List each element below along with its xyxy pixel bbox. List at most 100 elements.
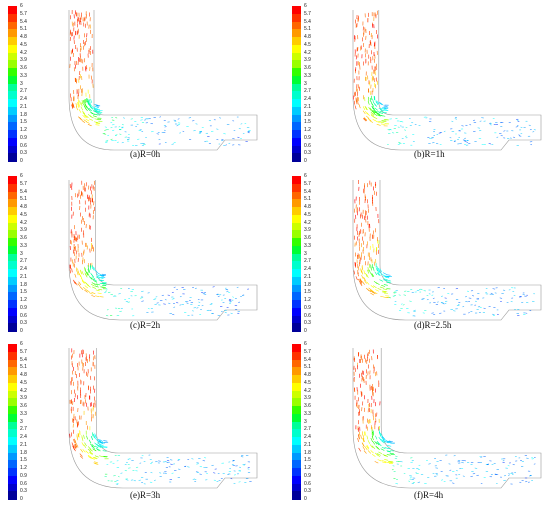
velocity-vector	[375, 445, 379, 449]
velocity-vector	[366, 444, 370, 449]
colorbar-tick-label: 4.2	[20, 387, 27, 394]
colorbar-cell	[8, 421, 17, 430]
velocity-vector	[384, 447, 389, 449]
colorbar-cell	[8, 491, 17, 500]
velocity-vector	[381, 437, 385, 441]
velocity-vector	[372, 98, 374, 103]
velocity-vector	[83, 100, 85, 105]
velocity-vector	[83, 444, 87, 449]
velocity-vector	[78, 433, 80, 438]
colorbar-tick-label: 1.2	[304, 127, 311, 133]
velocity-vector	[366, 281, 370, 285]
velocity-vector	[87, 114, 92, 117]
velocity-vector	[75, 106, 79, 111]
colorbar-tick-label: 2.7	[304, 258, 311, 265]
colorbar-tick-label: 1.5	[20, 289, 27, 296]
velocity-vector	[353, 100, 356, 105]
colorbar-cell	[8, 99, 17, 108]
colorbar-tick-label: 2.1	[304, 273, 311, 280]
panel-caption: (a)R=0h	[130, 149, 161, 159]
colorbar-tick-label: 0.9	[20, 134, 27, 141]
velocity-vector	[85, 271, 89, 276]
flow-panel: 6 5.7 5.4 5.1 4.8 4.5 4.2 3.9 3.6 3.3 3 2.7 2.4 2.1 1.…	[286, 340, 550, 508]
velocity-vector	[84, 268, 87, 273]
velocity-vector	[373, 285, 377, 289]
velocity-vector	[386, 451, 391, 453]
velocity-vector	[376, 112, 381, 115]
velocity-vector	[97, 438, 102, 442]
colorbar-tick-label: 0.6	[304, 480, 311, 487]
velocity-vector	[382, 272, 387, 275]
velocity-vector	[364, 280, 367, 284]
colorbar-tick-label: 5.7	[304, 180, 311, 187]
panel-caption: (f)R=4h	[414, 490, 444, 500]
colorbar-cell	[292, 483, 301, 492]
velocity-vector	[375, 289, 379, 292]
velocity-vector	[368, 107, 372, 111]
colorbar-tick-label: 4.5	[304, 379, 311, 386]
velocity-vector	[384, 275, 390, 278]
velocity-vector	[82, 110, 86, 115]
colorbar-cell	[292, 460, 301, 469]
colorbar-cell	[292, 137, 301, 146]
colorbar-tick-label: 0	[304, 158, 307, 164]
velocity-vector	[93, 267, 96, 272]
velocity-vector	[377, 459, 382, 462]
colorbar-tick-label: 0.6	[20, 142, 27, 149]
colorbar-cell	[292, 375, 301, 384]
colorbar-tick-label: 0.6	[304, 142, 311, 149]
velocity-vector	[72, 103, 75, 108]
colorbar-cell	[8, 29, 17, 38]
flow-panel: 6 5.7 5.4 5.1 4.8 4.5 4.2 3.9 3.6 3.3 3 2.7 2.4 2.1 1.…	[286, 2, 550, 170]
colorbar-cell	[292, 122, 301, 131]
colorbar-cell	[292, 230, 301, 239]
velocity-vector	[367, 267, 369, 272]
velocity-vector	[92, 115, 97, 118]
colorbar-cell	[8, 452, 17, 461]
velocity-vector	[382, 436, 386, 441]
velocity-vector	[370, 290, 374, 294]
velocity-vector	[377, 288, 382, 291]
velocity-vector	[80, 448, 84, 453]
colorbar-cell	[292, 183, 301, 192]
velocity-vector	[89, 448, 93, 452]
velocity-vector	[84, 104, 87, 108]
colorbar-tick-label: 3.3	[20, 242, 27, 249]
colorbar-tick-label: 0	[20, 496, 23, 502]
colorbar-cell	[8, 300, 17, 309]
velocity-vector	[93, 278, 98, 282]
velocity-vector	[357, 270, 359, 275]
velocity-vector	[363, 117, 368, 121]
velocity-vector	[370, 292, 375, 296]
velocity-vector	[386, 450, 391, 452]
velocity-vector	[367, 450, 372, 454]
velocity-vector-field	[352, 10, 542, 151]
colorbar-cell	[8, 468, 17, 477]
velocity-vector	[99, 444, 104, 446]
colorbar-tick-label: 3.9	[304, 227, 311, 234]
velocity-vector	[79, 100, 81, 105]
colorbar-tick-label: 6	[304, 341, 307, 347]
colorbar-cell	[292, 68, 301, 77]
velocity-vector	[71, 103, 74, 108]
velocity-vector	[366, 112, 370, 116]
colorbar-cell	[292, 60, 301, 69]
colorbar-cell	[8, 44, 17, 53]
colorbar-cell	[8, 429, 17, 438]
velocity-vector	[387, 440, 392, 443]
channel-outline	[352, 180, 542, 321]
velocity-vector	[357, 433, 360, 438]
velocity-vector	[73, 439, 75, 444]
velocity-vector	[388, 440, 393, 442]
colorbar	[8, 176, 17, 332]
panel-caption: (e)R=3h	[130, 490, 161, 500]
velocity-vector	[75, 267, 78, 272]
velocity-vector	[93, 108, 97, 111]
velocity-vector	[94, 433, 97, 438]
colorbar-tick-label: 3	[304, 80, 307, 87]
flow-panel: 6 5.7 5.4 5.1 4.8 4.5 4.2 3.9 3.6 3.3 3 2.7 2.4 2.1 1.…	[2, 172, 272, 340]
velocity-vector	[94, 461, 99, 464]
velocity-vector	[84, 99, 87, 104]
colorbar-cell	[292, 114, 301, 123]
velocity-vector	[361, 442, 365, 447]
